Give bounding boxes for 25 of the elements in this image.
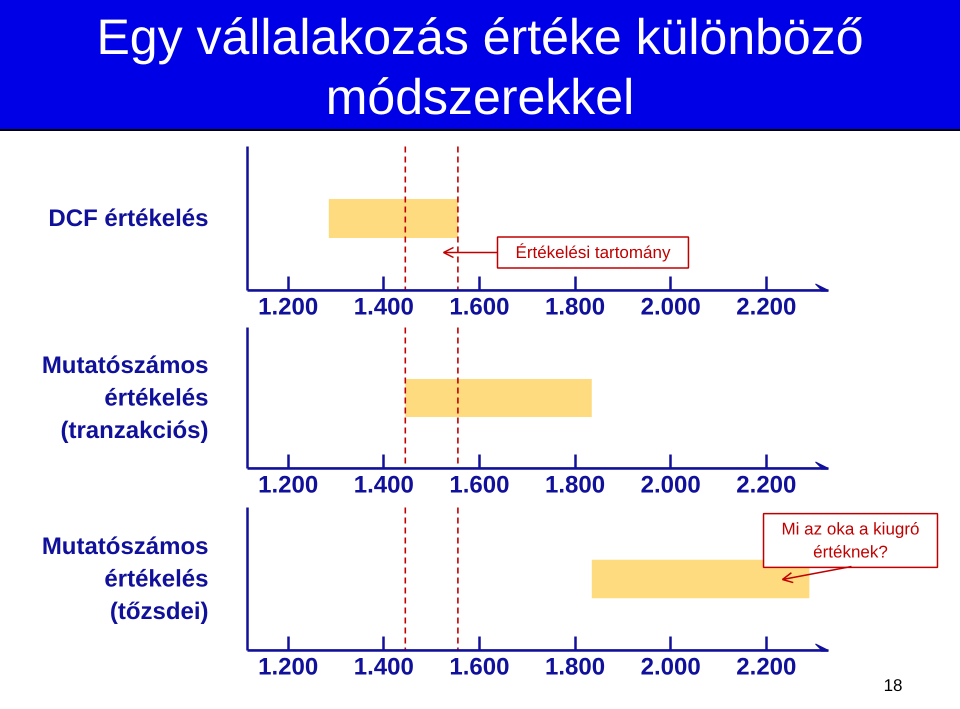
y-tick-label: DCF értékelés [48, 205, 208, 232]
x-tick-label: 1.600 [449, 472, 510, 498]
x-tick-label: 1.200 [258, 294, 318, 320]
x-tick-label: 2.000 [640, 294, 701, 320]
x-tick-label: 2.200 [736, 654, 796, 680]
text: 18 [884, 676, 903, 695]
x-tick-label: 1.400 [354, 294, 414, 320]
y-tick-label: Mutatószámos értékelés (tőzsdei) [42, 533, 209, 625]
x-tick-label: 2.000 [640, 654, 701, 680]
x-tick-label: 2.000 [640, 472, 701, 498]
y-tick-label: Mutatószámos értékelés (tranzakciós) [42, 352, 209, 444]
annotation: Értékelési tartomány [516, 243, 671, 262]
x-tick-label: 2.200 [736, 294, 796, 320]
x-tick-label: 1.800 [545, 654, 606, 680]
x-tick-label: 1.200 [258, 654, 318, 680]
x-tick-label: 1.800 [545, 294, 606, 320]
annotation: Mi az oka a kiugró értéknek? [782, 520, 920, 562]
x-tick-label: 1.800 [545, 472, 606, 498]
x-tick-label: 1.600 [449, 654, 510, 680]
x-tick-label: 1.600 [449, 294, 510, 320]
x-tick-label: 1.400 [354, 472, 414, 498]
x-tick-label: 2.200 [736, 472, 796, 498]
x-tick-label: 1.400 [354, 654, 414, 680]
x-tick-label: 1.200 [258, 472, 318, 498]
chart-title: Egy vállalakozás értéke különböző módszerekkel [95, 8, 865, 127]
